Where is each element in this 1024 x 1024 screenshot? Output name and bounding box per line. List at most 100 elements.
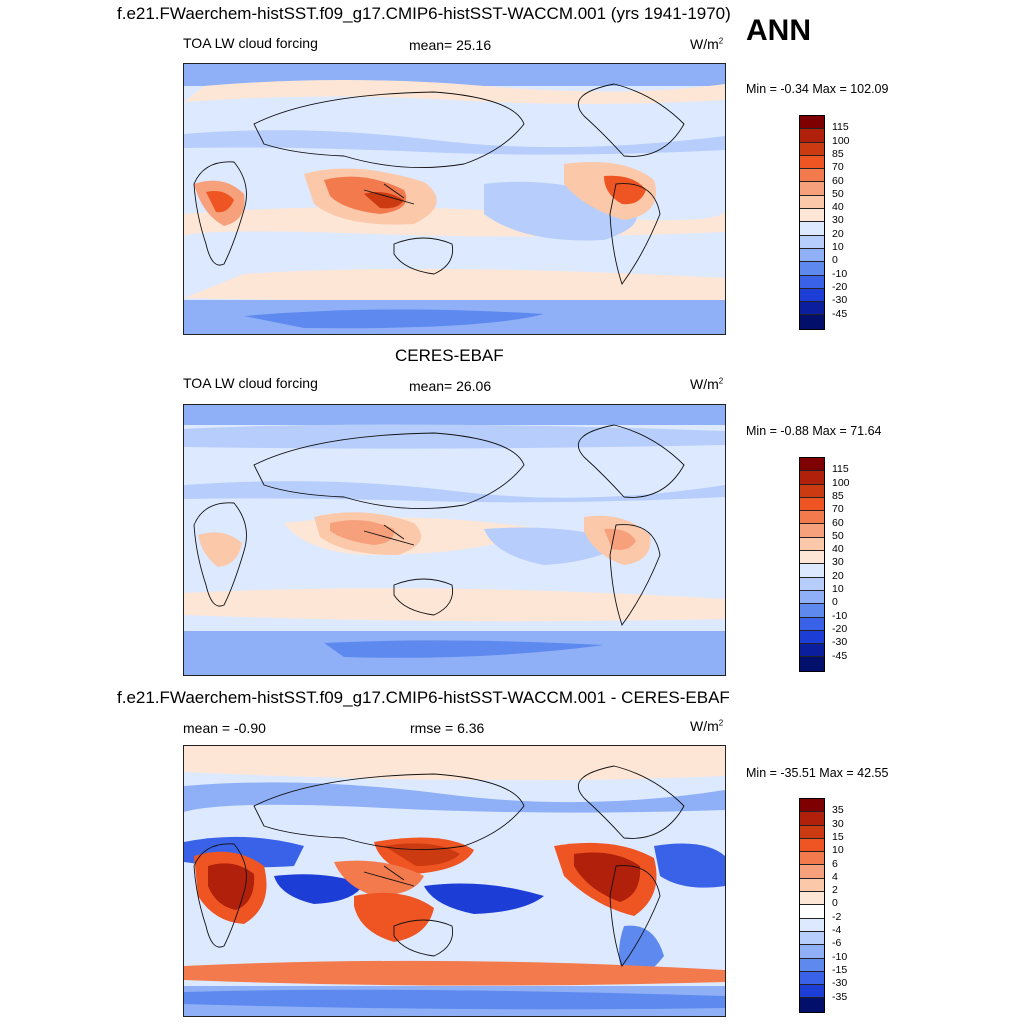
- colorbar-swatch: [800, 537, 824, 552]
- panel2-units: W/m2: [690, 376, 723, 392]
- panel1-colorbar: [799, 115, 825, 330]
- colorbar-label: 70: [832, 503, 844, 516]
- colorbar-label: -30: [832, 977, 848, 990]
- colorbar-swatch: [800, 825, 824, 839]
- panel3-units-base: W/m: [690, 718, 719, 734]
- panel1-title: f.e21.FWaerchem-histSST.f09_g17.CMIP6-hi…: [117, 4, 731, 23]
- colorbar-swatch: [800, 209, 824, 223]
- colorbar-swatch: [800, 235, 824, 249]
- colorbar-label: 100: [832, 134, 850, 147]
- colorbar-swatch: [800, 799, 824, 813]
- panel3-field: [184, 746, 725, 1016]
- colorbar-label: 0: [832, 596, 838, 609]
- colorbar-label: -6: [832, 937, 842, 950]
- colorbar-swatch: [800, 458, 824, 472]
- colorbar-swatch: [800, 931, 824, 946]
- colorbar-swatch: [800, 878, 824, 893]
- colorbar-swatch: [800, 484, 824, 498]
- colorbar-swatch: [800, 262, 824, 276]
- panel3-units: W/m2: [690, 718, 723, 734]
- panel1-minmax: Min = -0.34 Max = 102.09: [746, 82, 889, 96]
- colorbar-label: -35: [832, 990, 848, 1003]
- panel3-units-exp: 2: [718, 718, 724, 728]
- panel1-field: [184, 64, 725, 334]
- colorbar-swatch: [800, 998, 824, 1012]
- colorbar-label: -4: [832, 924, 842, 936]
- colorbar-swatch: [800, 657, 824, 671]
- panel3-colorbar: [799, 798, 825, 1013]
- colorbar-swatch: [800, 288, 824, 303]
- colorbar-swatch: [800, 617, 824, 631]
- colorbar-swatch: [800, 315, 824, 329]
- colorbar-label: 2: [832, 884, 838, 897]
- colorbar-label: 4: [832, 870, 838, 883]
- panel3-map: [183, 745, 726, 1017]
- panel1-map: [183, 63, 726, 335]
- colorbar-label: 35: [832, 804, 844, 817]
- panel2-units-exp: 2: [718, 376, 724, 386]
- panel3-rmse-label: rmse = 6.36: [410, 720, 485, 736]
- colorbar-swatch: [800, 471, 824, 485]
- colorbar-label: 115: [832, 121, 849, 134]
- colorbar-swatch: [800, 630, 824, 645]
- colorbar-swatch: [800, 169, 824, 183]
- panel2-variable-label: TOA LW cloud forcing: [183, 375, 318, 391]
- panel1-units-exp: 2: [718, 36, 724, 46]
- panel3-minmax: Min = -35.51 Max = 42.55: [746, 766, 889, 780]
- colorbar-label: -30: [832, 294, 848, 307]
- colorbar-label: -10: [832, 267, 848, 280]
- colorbar-swatch: [800, 129, 824, 143]
- colorbar-swatch: [800, 182, 824, 196]
- colorbar-label: -20: [832, 280, 848, 293]
- panel2-field: [184, 405, 725, 675]
- panel3-title: f.e21.FWaerchem-histSST.f09_g17.CMIP6-hi…: [117, 688, 730, 707]
- colorbar-label: 50: [832, 529, 844, 542]
- colorbar-label: 115: [832, 463, 849, 476]
- panel1-variable-label: TOA LW cloud forcing: [183, 35, 318, 51]
- panel1-units: W/m2: [690, 36, 723, 52]
- panel2-colorbar: [799, 457, 825, 672]
- colorbar-label: 30: [832, 556, 844, 569]
- colorbar-swatch: [800, 511, 824, 525]
- colorbar-label: 10: [832, 583, 844, 595]
- colorbar-swatch: [800, 590, 824, 605]
- colorbar-swatch: [800, 551, 824, 565]
- colorbar-swatch: [800, 116, 824, 130]
- panel2-map: [183, 404, 726, 676]
- colorbar-swatch: [800, 812, 824, 826]
- colorbar-swatch: [800, 945, 824, 959]
- colorbar-label: 60: [832, 516, 844, 529]
- colorbar-swatch: [800, 865, 824, 879]
- colorbar-swatch: [800, 142, 824, 156]
- colorbar-label: -15: [832, 963, 848, 976]
- colorbar-label: -45: [832, 307, 848, 320]
- colorbar-label: 50: [832, 187, 844, 200]
- colorbar-swatch: [800, 564, 824, 578]
- colorbar-label: -30: [832, 636, 848, 649]
- colorbar-swatch: [800, 892, 824, 906]
- panel1-units-base: W/m: [690, 36, 719, 52]
- colorbar-label: 100: [832, 476, 850, 489]
- colorbar-swatch: [800, 524, 824, 538]
- colorbar-swatch: [800, 852, 824, 866]
- colorbar-label: 40: [832, 201, 844, 214]
- colorbar-swatch: [800, 577, 824, 591]
- colorbar-label: 10: [832, 844, 844, 857]
- colorbar-swatch: [800, 248, 824, 263]
- panel2-units-base: W/m: [690, 376, 719, 392]
- colorbar-label: 40: [832, 543, 844, 556]
- colorbar-swatch: [800, 958, 824, 972]
- colorbar-label: -10: [832, 950, 848, 963]
- colorbar-label: 30: [832, 817, 844, 830]
- colorbar-swatch: [800, 604, 824, 618]
- colorbar-label: 20: [832, 227, 844, 240]
- colorbar-swatch: [800, 302, 824, 316]
- colorbar-swatch: [800, 971, 824, 986]
- colorbar-swatch: [800, 905, 824, 919]
- colorbar-swatch: [800, 195, 824, 210]
- season-label: ANN: [746, 14, 811, 47]
- colorbar-label: 0: [832, 897, 838, 910]
- colorbar-label: 30: [832, 214, 844, 227]
- colorbar-label: 60: [832, 174, 844, 187]
- panel1-mean-label: mean= 25.16: [409, 37, 492, 53]
